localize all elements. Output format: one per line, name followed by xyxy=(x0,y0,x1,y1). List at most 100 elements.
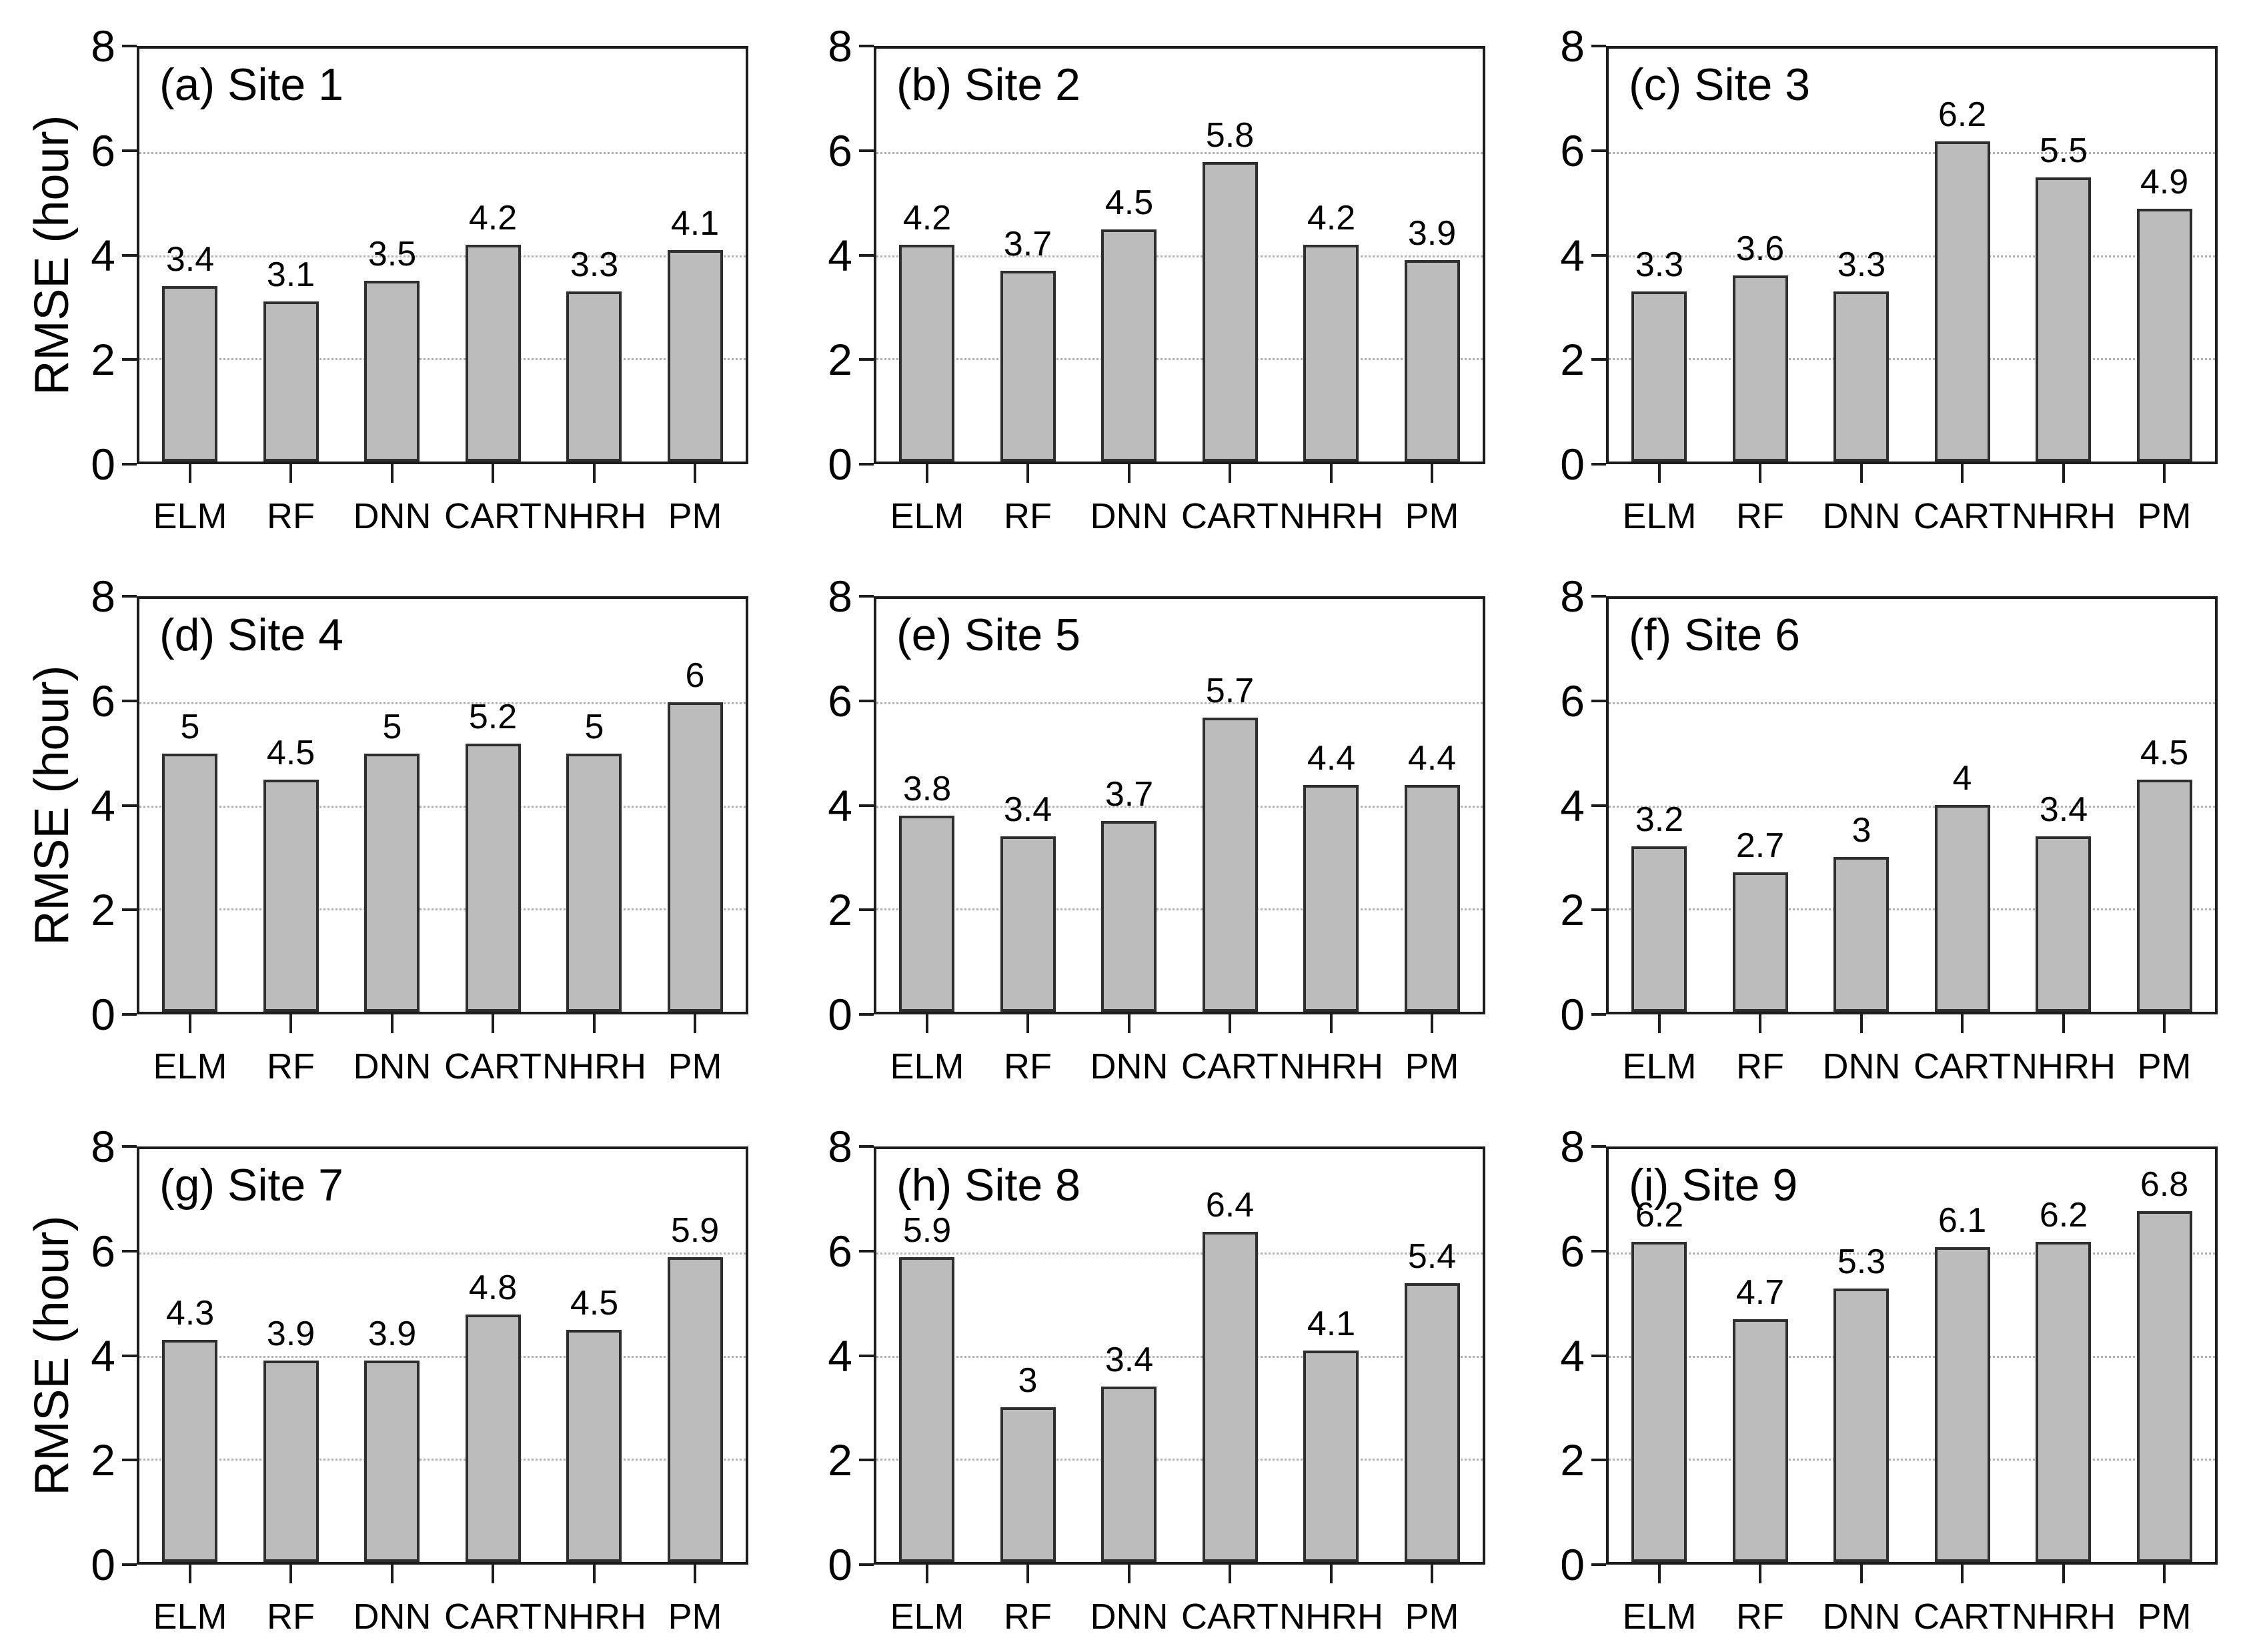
x-tick-mark xyxy=(1961,1014,1964,1033)
bar-value-label: 3.8 xyxy=(902,770,952,808)
x-category-label-pm: PM xyxy=(1405,1046,1459,1086)
panel-site-3: (c) Site 3 3.3 3.6 3.3 6.2 5.5 4.9 0 2 4 6 8 ELM RF… xyxy=(1501,0,2251,552)
bar-value-label: 4.2 xyxy=(468,199,518,237)
y-tick-label: 4 xyxy=(1560,781,1585,830)
gridline-y6 xyxy=(876,1253,1483,1255)
x-tick-mark xyxy=(1229,464,1231,483)
x-tick-mark xyxy=(2163,1565,2166,1583)
x-tick-mark xyxy=(1026,464,1029,483)
bar-value-label: 4.8 xyxy=(468,1269,518,1307)
bar-value-label: 3.9 xyxy=(367,1315,417,1353)
plot-area: (h) Site 8 5.9 3 3.4 6.4 4.1 5.4 xyxy=(874,1146,1485,1565)
bar-nhrh xyxy=(1303,245,1359,462)
gridline-y2 xyxy=(1609,908,2215,910)
y-tick-label: 6 xyxy=(828,1226,852,1276)
y-tick-mark xyxy=(122,45,137,47)
bar-value-label: 6.2 xyxy=(1938,95,1987,134)
x-tick-mark xyxy=(391,464,394,483)
x-tick-mark xyxy=(189,1565,191,1583)
y-tick-mark xyxy=(122,1563,137,1566)
gridline-y6 xyxy=(876,702,1483,704)
bar-value-label: 3 xyxy=(1018,1361,1038,1400)
bar-value-label: 3.4 xyxy=(165,240,215,279)
x-category-label-rf: RF xyxy=(1004,1046,1052,1086)
y-tick-label: 2 xyxy=(1560,335,1585,384)
gridline-y6 xyxy=(139,1253,746,1255)
y-tick-label: 4 xyxy=(828,781,852,830)
x-tick-mark xyxy=(1759,464,1761,483)
bar-pm xyxy=(2137,209,2192,462)
bar-nhrh xyxy=(1303,1351,1359,1562)
bar-value-label: 5.4 xyxy=(1407,1237,1457,1276)
y-tick-mark xyxy=(122,358,137,361)
x-category-label-elm: ELM xyxy=(1622,496,1697,536)
x-category-label-dnn: DNN xyxy=(353,496,432,536)
bar-rf xyxy=(1733,275,1788,462)
x-category-label-pm: PM xyxy=(2137,1046,2192,1086)
y-tick-mark xyxy=(859,358,874,361)
bar-pm xyxy=(668,250,723,462)
x-category-label-rf: RF xyxy=(1736,1046,1784,1086)
bar-value-label: 5 xyxy=(584,708,604,746)
bar-dnn xyxy=(1101,1387,1157,1562)
bar-value-label: 6 xyxy=(685,656,705,695)
bar-dnn xyxy=(1101,229,1157,462)
y-tick-label: 2 xyxy=(1560,885,1585,934)
panel-title: (a) Site 1 xyxy=(159,59,343,110)
x-category-label-elm: ELM xyxy=(1622,1597,1697,1637)
y-tick-mark xyxy=(859,1145,874,1148)
y-tick-mark xyxy=(859,908,874,911)
y-tick-mark xyxy=(859,1459,874,1461)
bar-value-label: 3.5 xyxy=(367,235,417,273)
x-tick-mark xyxy=(189,1014,191,1033)
bar-elm xyxy=(899,816,954,1012)
bar-value-label: 6.1 xyxy=(1938,1201,1987,1240)
bar-value-label: 6.4 xyxy=(1205,1186,1255,1224)
y-tick-mark xyxy=(1591,254,1606,257)
bar-value-label: 4 xyxy=(1952,759,1972,798)
bar-pm xyxy=(1405,785,1460,1012)
panel-site-8: (h) Site 8 5.9 3 3.4 6.4 4.1 5.4 0 2 4 6 8 ELM RF DN… xyxy=(750,1100,1501,1652)
x-tick-mark xyxy=(593,464,596,483)
bar-value-label: 3.4 xyxy=(1003,790,1052,829)
panel-site-6: (f) Site 6 3.2 2.7 3 4 3.4 4.5 0 2 4 6 8 ELM RF DNN C… xyxy=(1501,550,2251,1102)
bar-value-label: 4.5 xyxy=(2140,734,2189,772)
bar-elm xyxy=(1631,291,1687,462)
y-tick-mark xyxy=(1591,463,1606,466)
x-tick-mark xyxy=(391,1014,394,1033)
y-tick-mark xyxy=(859,463,874,466)
y-tick-label: 6 xyxy=(828,126,852,175)
y-tick-label: 8 xyxy=(1560,572,1585,621)
bar-cart xyxy=(1935,805,1990,1012)
x-tick-mark xyxy=(926,1014,928,1033)
gridline-y4 xyxy=(1609,255,2215,257)
plot-area: (c) Site 3 3.3 3.6 3.3 6.2 5.5 4.9 xyxy=(1606,46,2218,464)
y-tick-label: 0 xyxy=(91,440,115,489)
y-tick-mark xyxy=(122,908,137,911)
x-category-label-cart: CART xyxy=(444,496,542,536)
gridline-y2 xyxy=(876,1459,1483,1461)
bar-nhrh xyxy=(566,1330,622,1562)
y-tick-label: 2 xyxy=(1560,1435,1585,1485)
x-tick-mark xyxy=(1431,464,1433,483)
plot-area: (i) Site 9 6.2 4.7 5.3 6.1 6.2 6.8 xyxy=(1606,1146,2218,1565)
bar-value-label: 4.1 xyxy=(1307,1305,1356,1343)
bar-rf xyxy=(1000,836,1056,1012)
panel-title: (i) Site 9 xyxy=(1629,1160,1798,1210)
x-tick-mark xyxy=(289,1014,292,1033)
x-tick-mark xyxy=(1431,1014,1433,1033)
y-tick-label: 4 xyxy=(91,781,115,830)
bar-value-label: 4.9 xyxy=(2140,163,2189,201)
bar-rf xyxy=(1733,872,1788,1012)
x-category-label-dnn: DNN xyxy=(1822,1597,1901,1637)
y-tick-label: 8 xyxy=(1560,1122,1585,1171)
bar-value-label: 3.9 xyxy=(1407,214,1457,253)
bar-value-label: 4.2 xyxy=(902,199,952,237)
y-tick-label: 6 xyxy=(91,676,115,726)
bar-nhrh xyxy=(1303,785,1359,1012)
bar-value-label: 5.9 xyxy=(670,1211,720,1250)
gridline-y6 xyxy=(1609,1253,2215,1255)
x-category-label-pm: PM xyxy=(1405,1597,1459,1637)
x-tick-mark xyxy=(1026,1014,1029,1033)
y-tick-mark xyxy=(122,1459,137,1461)
